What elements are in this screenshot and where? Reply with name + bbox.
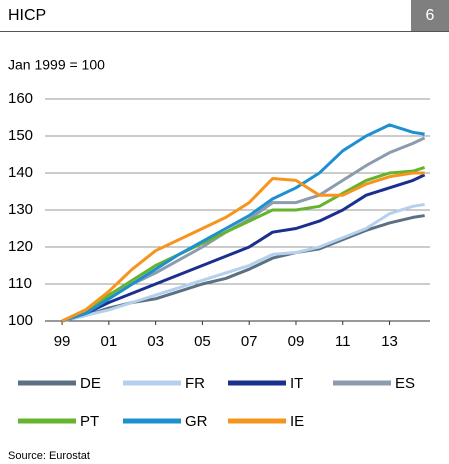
x-tick-label: 99: [54, 333, 71, 350]
badge: 6: [426, 7, 435, 24]
legend-label: ES: [395, 375, 415, 392]
x-tick-label: 05: [194, 333, 211, 350]
legend-label: IE: [290, 413, 304, 430]
legend-label: FR: [185, 375, 205, 392]
legend-label: GR: [185, 413, 208, 430]
y-tick-label: 160: [8, 90, 33, 107]
legend-label: IT: [290, 375, 303, 392]
x-tick-label: 03: [147, 333, 164, 350]
badge-box: [411, 0, 449, 31]
y-tick-label: 140: [8, 164, 33, 181]
y-tick-label: 130: [8, 201, 33, 218]
chart-title: HICP: [8, 7, 46, 24]
y-tick-label: 100: [8, 312, 33, 329]
series-line: [61, 123, 425, 323]
series-line: [61, 202, 425, 323]
x-tick-label: 13: [381, 333, 398, 350]
y-tick-label: 120: [8, 238, 33, 255]
x-tick-label: 09: [288, 333, 305, 350]
legend-label: DE: [80, 375, 101, 392]
subtitle: Jan 1999 = 100: [8, 57, 105, 73]
source: Source: Eurostat: [8, 450, 90, 462]
x-tick-label: 07: [241, 333, 258, 350]
legend-label: PT: [80, 413, 99, 430]
y-tick-label: 150: [8, 127, 33, 144]
y-tick-label: 110: [8, 275, 32, 292]
x-tick-label: 01: [101, 333, 118, 350]
series-line: [61, 173, 426, 323]
series-line: [61, 166, 426, 323]
series-line: [61, 171, 425, 323]
x-tick-label: 11: [335, 333, 351, 350]
